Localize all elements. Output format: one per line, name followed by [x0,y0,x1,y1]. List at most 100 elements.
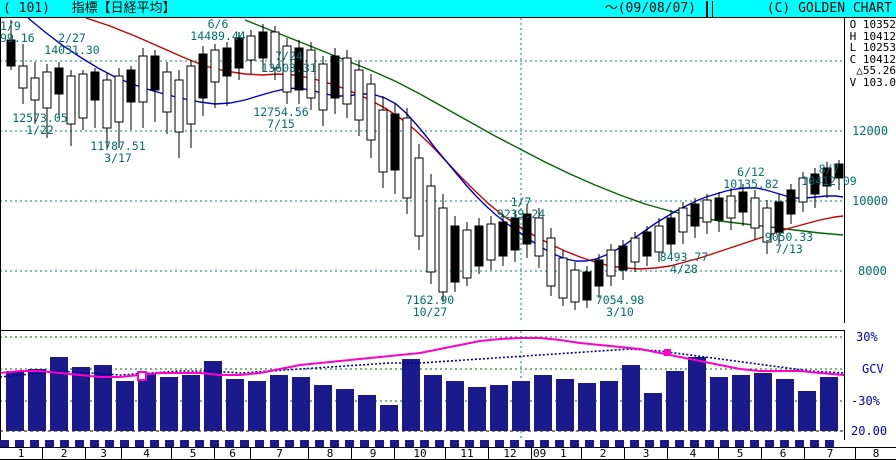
annotation-price: 11787.51 [90,139,146,153]
annotation-price: 9050.33 [764,230,814,244]
osc-axis-label-minus30pct: -30% [851,394,880,408]
price-chart-pane[interactable] [0,18,845,323]
month-cell-8b[interactable]: 8 [872,447,880,460]
title-divider [706,1,708,17]
annotation-2-27: 2/27 14031.30 [32,32,112,56]
annotation-date: 1/22 [26,123,54,137]
candle [126,66,136,130]
month-cell-8[interactable]: 8 [309,448,352,460]
annotation-7-15: 12754.56 7/15 [241,106,321,130]
month-label: 1 [560,447,567,460]
annotation-10-27: 7162.90 10/27 [390,294,470,318]
candle [474,218,484,274]
candle [234,32,244,80]
issue-name: 指標【日経平均】 [71,1,176,16]
month-cell-6[interactable]: 6 [215,448,251,460]
month-cell-11[interactable]: 11 [446,448,489,460]
month-cell-10[interactable]: 10 [395,448,446,460]
quote-open-value: 10352 [862,18,896,31]
month-cell-5[interactable]: 5 [172,448,215,460]
oscillator-magenta-line [0,337,844,378]
annotation-date: 1/9 [0,19,21,33]
candle [450,216,460,292]
price-axis-label-8000: 8000 [858,264,887,278]
annotation-price: 14031.30 [44,43,100,57]
osc-axis-label-30pct: 30% [856,330,878,344]
quote-change-value: △55.26 [856,64,896,78]
candle [654,218,664,262]
candle [390,104,400,194]
candle [54,62,64,118]
annotation-price: 7054.98 [595,293,645,307]
quote-volume-row: V 103.0 [848,77,896,89]
candle [18,44,28,104]
quote-low-row: L 10253 [848,42,896,54]
year-marker-label: 09 [533,447,547,460]
osc-axis-label-gcv: GCV [862,362,884,376]
quote-volume-label: V [849,75,857,89]
annotation-price: 9239.24 [496,207,546,221]
annotation-date: 10/27 [412,305,448,319]
month-cell-12[interactable]: 12 [489,448,532,460]
quote-low-value: 10253 [862,41,896,55]
month-cell-1[interactable]: 1 [0,448,43,460]
candle [510,210,520,262]
month-cell-2b[interactable]: 2 [582,448,625,460]
candle [378,96,388,188]
candle [702,194,712,234]
oscillator-marker [664,349,671,356]
candle [642,226,652,266]
candle [90,68,100,128]
annotation-price: 12754.56 [253,105,309,119]
short-moving-average-line [27,18,844,262]
x-axis-tick-marks [0,440,834,447]
candle [198,46,208,116]
oscillator-marker-2 [137,371,147,381]
month-cell-9[interactable]: 9 [352,448,395,460]
annotation-1-7: 1/7 9239.24 [481,196,561,220]
month-cell-4[interactable]: 4 [122,448,172,460]
candle [186,60,196,148]
annotation-price: 8493.77 [659,250,709,264]
candle [354,60,364,136]
candle [294,40,304,104]
candle [678,202,688,244]
title-divider-2 [712,1,713,17]
annotation-7-13: 9050.33 7/13 [749,231,829,255]
quote-close-value: 10412 [862,52,896,66]
oscillator-svg [0,331,844,439]
month-cell-7b[interactable]: 7 [805,448,856,460]
annotation-price: 12573.05 [12,111,68,125]
annotation-8-7: 8/7 10412.09 [789,163,869,187]
candle [726,188,736,230]
annotation-1-22: 12573.05 1/22 [0,112,80,136]
candle [342,50,352,118]
month-cell-3b[interactable]: 3 [625,448,668,460]
month-cell-3[interactable]: 3 [86,448,122,460]
month-cell-6b[interactable]: 6 [762,448,805,460]
quote-volume-value: 103.0 [862,75,896,89]
oscillator-pane[interactable] [0,330,845,440]
candle [114,68,124,148]
month-cell-7[interactable]: 7 [251,448,309,460]
candle [618,240,628,280]
month-cell-5b[interactable]: 5 [719,448,762,460]
candle [834,160,844,190]
month-cell-2[interactable]: 2 [43,448,86,460]
candle [282,38,292,104]
month-cell-4b[interactable]: 4 [668,448,719,460]
annotation-date: 6/6 [207,17,229,31]
quote-info-box: O 10352 H 10412 L 10253 C 10412 △55.26 V… [848,19,896,89]
annotation-date: 7/24 [275,49,303,63]
candle [366,74,376,158]
annotation-date: 3/10 [606,305,634,319]
candle [630,232,640,272]
candlestick-series [6,20,844,310]
candle [546,228,556,296]
annotation-date: 1/7 [510,195,532,209]
candle [498,214,508,266]
month-cell-year-1[interactable]: 09 1 [532,448,582,460]
annotation-date: 6/12 [737,165,765,179]
candle [210,44,220,108]
candle [174,70,184,158]
